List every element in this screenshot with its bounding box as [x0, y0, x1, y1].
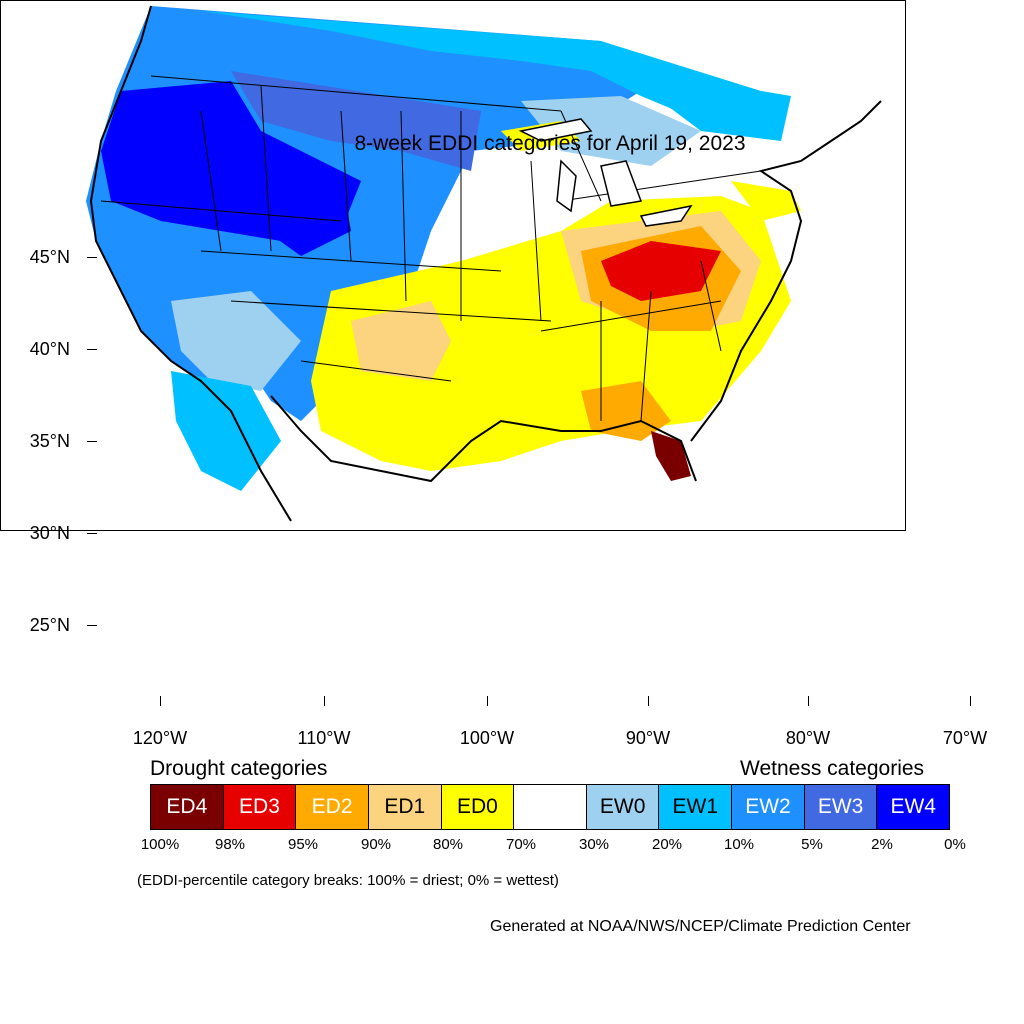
percent-break: 100% [140, 836, 180, 853]
map-title: 8-week EDDI categories for April 19, 202… [354, 132, 746, 155]
state-borders [100, 75, 762, 422]
lat-label-30: 30°N [29, 523, 70, 543]
lat-label-45: 45°N [29, 247, 70, 267]
map-plot-area [0, 0, 906, 531]
lat-tick [87, 441, 97, 442]
ew0-region-southwest [171, 291, 301, 391]
credit-line: Generated at NOAA/NWS/NCEP/Climate Predi… [490, 918, 911, 935]
lon-tick [970, 696, 971, 706]
ew3-region-plains [231, 71, 481, 171]
ed3-region-appalachia [601, 241, 721, 301]
percent-break: 70% [505, 836, 537, 853]
percent-break: 10% [723, 836, 755, 853]
lat-tick [87, 257, 97, 258]
lon-tick [808, 696, 809, 706]
category-break-note: (EDDI-percentile category breaks: 100% =… [137, 872, 559, 889]
legend-swatch-ew0: EW0 [586, 785, 660, 829]
legend-swatch-ed1: ED1 [368, 785, 442, 829]
percent-break: 2% [871, 836, 893, 853]
percent-break: 80% [432, 836, 464, 853]
ew4-region-central-rockies [266, 176, 351, 256]
lat-label-35: 35°N [29, 431, 70, 451]
lon-label-100w: 100°W [459, 728, 515, 748]
lon-tick [487, 696, 488, 706]
lon-tick [648, 696, 649, 706]
percent-break: 20% [651, 836, 683, 853]
percent-break: 0% [944, 836, 966, 853]
lat-label-40: 40°N [29, 339, 70, 359]
ew1-region-canada-east [661, 91, 791, 141]
eddi-map-canvas [86, 5, 882, 522]
legend-swatch-ew3: EW3 [804, 785, 878, 829]
legend-color-bar: ED4 ED3 ED2 ED1 ED0 EW0 EW1 EW2 EW3 EW4 [150, 784, 950, 830]
percent-break: 95% [287, 836, 319, 853]
ed0-region-northeast [731, 181, 801, 221]
percent-break: 98% [214, 836, 246, 853]
wetness-heading: Wetness categories [740, 757, 925, 780]
drought-heading: Drought categories [150, 757, 328, 780]
percent-break: 5% [801, 836, 823, 853]
lon-tick [324, 696, 325, 706]
ed4-region-florida [651, 431, 691, 481]
lat-tick [87, 533, 97, 534]
ew0-region-lakes [521, 96, 701, 166]
great-lakes [518, 118, 693, 227]
ew1-region-mexico [171, 371, 281, 491]
percent-break: 90% [360, 836, 392, 853]
lon-label-120w: 120°W [132, 728, 188, 748]
ed1-region-southern-plains [351, 301, 451, 381]
legend-swatch-ew1: EW1 [659, 785, 733, 829]
ed2-region-gulf-coast [581, 381, 671, 441]
lat-tick [87, 625, 97, 626]
lon-label-110w: 110°W [297, 728, 351, 748]
legend-swatch-ed3: ED3 [223, 785, 297, 829]
lon-label-70w: 70°W [942, 728, 988, 748]
lat-tick [87, 349, 97, 350]
legend-swatch-neutral [514, 785, 587, 829]
percent-break: 30% [578, 836, 610, 853]
lon-tick [160, 696, 161, 706]
legend-swatch-ed0: ED0 [441, 785, 515, 829]
legend-swatch-ew4: EW4 [877, 785, 950, 829]
lat-label-25: 25°N [29, 615, 70, 635]
legend-swatch-ed4: ED4 [151, 785, 224, 829]
lon-label-90w: 90°W [625, 728, 671, 748]
lon-label-80w: 80°W [785, 728, 831, 748]
legend-swatch-ew2: EW2 [732, 785, 805, 829]
legend-swatch-ed2: ED2 [296, 785, 369, 829]
coastline [89, 5, 882, 522]
